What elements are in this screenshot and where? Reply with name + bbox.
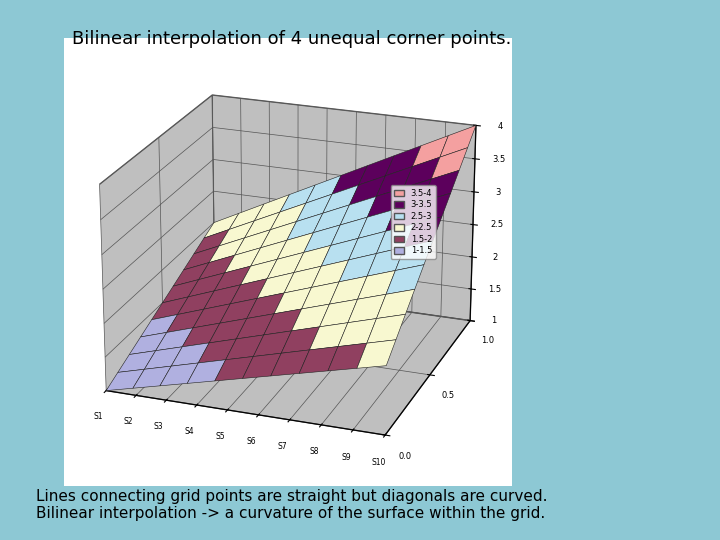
Text: Bilinear interpolation of 4 unequal corner points.: Bilinear interpolation of 4 unequal corn… xyxy=(72,30,511,48)
Text: Lines connecting grid points are straight but diagonals are curved.
Bilinear int: Lines connecting grid points are straigh… xyxy=(36,489,547,521)
Legend: 3.5-4, 3-3.5, 2.5-3, 2-2.5, 1.5-2, 1-1.5: 3.5-4, 3-3.5, 2.5-3, 2-2.5, 1.5-2, 1-1.5 xyxy=(391,185,436,259)
